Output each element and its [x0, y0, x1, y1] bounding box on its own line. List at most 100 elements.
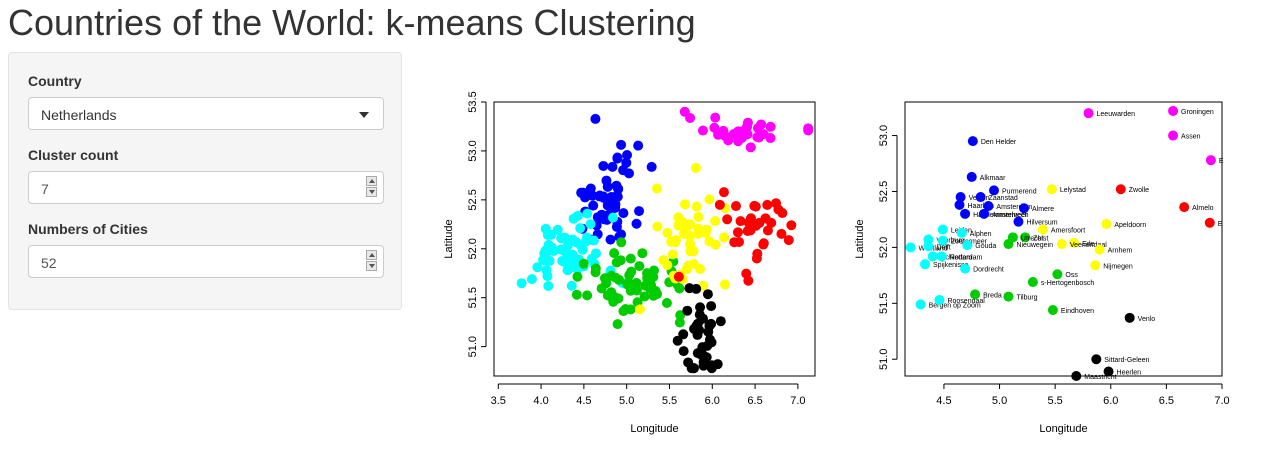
city-point — [685, 238, 696, 249]
city-point — [684, 283, 695, 294]
city-point — [978, 208, 989, 219]
city-point — [543, 239, 554, 250]
city-label: Arnhem — [1108, 248, 1133, 255]
city-label: Heerlen — [1117, 370, 1142, 377]
city-point — [927, 251, 938, 262]
city-label: Almelo — [1192, 205, 1214, 212]
city-point — [651, 183, 662, 194]
city-point — [1094, 244, 1105, 255]
city-label: Schiedam — [941, 254, 972, 261]
city-point — [752, 123, 763, 134]
city-point — [685, 246, 696, 257]
city-point — [743, 217, 754, 228]
city-label: Hilversum — [1026, 220, 1057, 227]
city-label: Amersfoort — [1051, 227, 1085, 234]
city-point — [678, 346, 689, 357]
city-point — [1101, 218, 1112, 229]
city-label: E — [1219, 158, 1224, 165]
cities-count-stepper[interactable] — [366, 250, 377, 273]
x-tick-label: 5.0 — [619, 395, 634, 407]
stepper-down-icon[interactable] — [366, 187, 377, 197]
city-point — [634, 304, 645, 315]
cluster-count-input[interactable]: 7 — [28, 171, 384, 204]
x-tick-label: 7.0 — [1214, 395, 1229, 407]
city-point — [607, 212, 618, 223]
city-point — [625, 285, 636, 296]
city-label: Amstelveen — [992, 212, 1029, 219]
city-point — [695, 302, 706, 313]
x-tick-label: 6.0 — [705, 395, 720, 407]
city-label: Ede — [1082, 241, 1095, 248]
chevron-down-icon[interactable] — [359, 112, 369, 118]
city-point — [937, 235, 948, 246]
city-point — [516, 278, 527, 289]
city-point — [732, 227, 743, 238]
city-point — [1083, 108, 1094, 119]
city-label: Assen — [1181, 134, 1201, 141]
y-tick-label: 52.0 — [467, 238, 479, 259]
city-point — [612, 152, 623, 163]
city-point — [1013, 216, 1024, 227]
city-point — [634, 206, 645, 217]
city-point — [562, 265, 573, 276]
y-tick-label: 53.5 — [467, 91, 479, 112]
city-point — [610, 202, 621, 213]
city-point — [1204, 217, 1215, 228]
city-point — [624, 168, 635, 179]
cluster-count-value: 7 — [41, 181, 49, 197]
city-point — [631, 218, 642, 229]
city-point — [715, 316, 726, 327]
city-label: Bergen op Zoom — [929, 302, 981, 309]
city-point — [1027, 277, 1038, 288]
stepper-down-icon[interactable] — [366, 261, 377, 271]
cities-count-label: Numbers of Cities — [28, 221, 148, 237]
cities-count-input[interactable]: 52 — [28, 245, 384, 278]
city-point — [955, 192, 966, 203]
city-point — [543, 281, 554, 292]
city-label: Utrecht — [1021, 235, 1044, 242]
city-point — [618, 306, 629, 317]
city-point — [1037, 224, 1048, 235]
city-point — [762, 225, 773, 236]
city-point — [706, 301, 717, 312]
city-point — [571, 289, 582, 300]
city-point — [559, 256, 570, 267]
city-point — [631, 278, 642, 289]
country-select[interactable]: Netherlands — [28, 97, 384, 130]
city-point — [621, 157, 632, 168]
city-point — [1124, 312, 1135, 323]
city-point — [542, 271, 553, 282]
city-point — [1020, 232, 1031, 243]
city-point — [760, 213, 771, 224]
city-point — [934, 294, 945, 305]
y-tick-label: 52.5 — [467, 189, 479, 210]
city-label: Zaanstad — [989, 195, 1018, 202]
city-point — [582, 208, 593, 219]
city-point — [637, 248, 648, 259]
x-axis-label: Longitude — [1039, 423, 1087, 435]
city-point — [581, 232, 592, 243]
stepper-up-icon[interactable] — [366, 250, 377, 260]
city-point — [555, 244, 566, 255]
city-point — [730, 201, 741, 212]
city-point — [1046, 184, 1057, 195]
city-point — [702, 340, 713, 351]
x-tick-label: 6.0 — [1103, 395, 1118, 407]
city-point — [692, 348, 703, 359]
city-point — [618, 208, 629, 219]
city-point — [1179, 202, 1190, 213]
cluster-count-stepper[interactable] — [366, 176, 377, 199]
city-point — [700, 227, 711, 238]
city-label: Roosendaal — [947, 298, 985, 305]
city-label: Alkmaar — [980, 175, 1006, 182]
city-point — [652, 288, 663, 299]
city-point — [954, 199, 965, 210]
city-point — [1047, 305, 1058, 316]
stepper-up-icon[interactable] — [366, 176, 377, 186]
city-point — [1091, 354, 1102, 365]
x-tick-label: 5.5 — [1048, 395, 1063, 407]
country-select-value: Netherlands — [41, 107, 117, 123]
city-point — [1168, 105, 1179, 116]
city-point — [566, 280, 577, 291]
city-point — [720, 279, 731, 290]
